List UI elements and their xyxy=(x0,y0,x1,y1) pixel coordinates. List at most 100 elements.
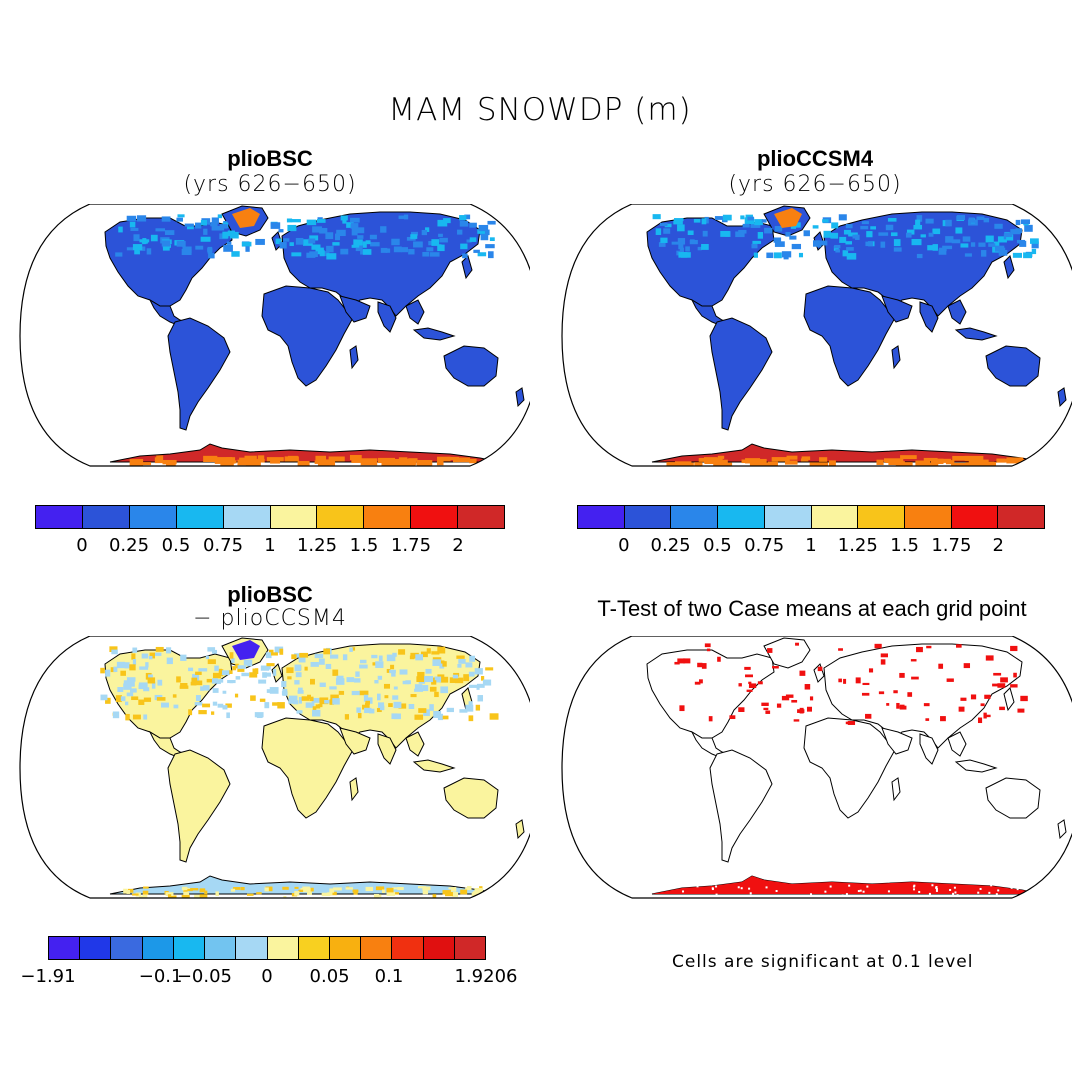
colorbar-tick-label: 0.5 xyxy=(161,535,191,556)
snow-cell xyxy=(773,252,782,259)
snow-cell xyxy=(332,242,340,246)
colorbar-swatch xyxy=(270,506,318,528)
snow-cell xyxy=(291,219,301,223)
map-frame xyxy=(19,204,530,467)
snow-cell xyxy=(742,223,750,228)
snow-cell xyxy=(229,231,239,239)
colorbar-absolute-a xyxy=(35,505,505,529)
snow-cell xyxy=(134,247,140,255)
snow-cell xyxy=(342,218,347,224)
panel-a-title: plioBSC xyxy=(227,146,313,171)
snow-cell xyxy=(823,230,831,238)
snow-cell xyxy=(369,234,377,240)
landmass-japan xyxy=(461,255,473,280)
snow-cell xyxy=(289,242,294,246)
snow-cell xyxy=(920,234,926,238)
snow-cell xyxy=(702,230,708,237)
snow-cell xyxy=(287,224,297,232)
snow-cell xyxy=(689,239,695,244)
colorbar-swatch xyxy=(317,506,365,528)
snow-cell xyxy=(981,250,987,257)
snow-cell xyxy=(655,228,662,235)
map-panel-c xyxy=(19,636,530,899)
snow-cell xyxy=(439,237,448,243)
snow-cell xyxy=(839,236,847,243)
snow-cell xyxy=(893,239,901,247)
snow-cell xyxy=(275,238,282,245)
snow-cell xyxy=(270,222,281,229)
snow-cell xyxy=(995,245,1005,252)
snow-cell xyxy=(835,249,840,253)
snow-cell xyxy=(659,222,668,227)
snow-cell xyxy=(678,244,684,250)
snow-cell xyxy=(1010,229,1021,235)
snow-cell xyxy=(701,218,707,225)
snow-cell xyxy=(326,253,337,260)
snow-cell xyxy=(978,242,986,247)
snow-cell xyxy=(207,246,213,254)
landmass-japan xyxy=(1003,255,1015,280)
snow-cell xyxy=(1031,241,1039,249)
snow-cell xyxy=(843,229,851,235)
landmass-seasia xyxy=(947,299,967,325)
map-frame xyxy=(561,204,1072,467)
snow-cell xyxy=(477,252,487,257)
snow-cell xyxy=(962,236,971,242)
snow-cell xyxy=(129,221,136,228)
snow-cell xyxy=(403,214,409,220)
landmass-africa xyxy=(261,285,355,387)
colorbar-tick-label: −0.05 xyxy=(176,966,233,987)
colorbar-swatch xyxy=(80,937,112,959)
snow-cell xyxy=(846,253,857,260)
snow-cell xyxy=(459,215,467,221)
colorbar-tick-label: 0 xyxy=(261,966,273,987)
snow-cell xyxy=(155,228,166,232)
snow-cell xyxy=(464,214,471,220)
snow-cell xyxy=(915,219,921,226)
colorbar-swatch xyxy=(364,506,412,528)
snow-cell xyxy=(945,236,954,243)
colorbar-swatch xyxy=(578,506,625,528)
landmass-india xyxy=(377,301,397,333)
colorbar-swatch xyxy=(49,937,81,959)
snow-cell xyxy=(222,231,229,239)
snow-cell xyxy=(312,226,323,233)
snow-cell xyxy=(136,215,147,222)
snow-cell xyxy=(351,244,360,248)
snow-cell xyxy=(126,215,137,222)
snow-cell xyxy=(340,248,349,255)
snow-cell xyxy=(945,219,952,227)
snow-cell xyxy=(195,245,204,250)
landmass-australia xyxy=(443,345,499,387)
colorbar-swatch xyxy=(173,937,206,959)
landmass-japan xyxy=(1003,687,1015,712)
snow-cell xyxy=(830,232,839,239)
colorbar-tick-label: 1.75 xyxy=(390,535,432,556)
snow-cell xyxy=(893,247,902,252)
snow-cell xyxy=(115,252,123,257)
snow-cell xyxy=(370,242,380,247)
snow-cell xyxy=(353,239,363,246)
snow-cell xyxy=(956,215,966,220)
snow-cell xyxy=(774,241,785,247)
snow-cell xyxy=(964,253,972,257)
colorbar-absolute-b xyxy=(577,505,1045,529)
snow-cell xyxy=(438,233,443,237)
snow-cell xyxy=(861,221,869,225)
snow-cell xyxy=(997,236,1007,243)
snow-cell xyxy=(764,227,773,234)
colorbar-tick-label: 0.05 xyxy=(309,966,350,987)
snow-cell xyxy=(459,220,469,227)
snow-cell xyxy=(1004,232,1013,238)
snow-cell xyxy=(845,241,853,245)
snow-cell xyxy=(422,251,430,257)
colorbar-tick-label: 1.25 xyxy=(296,535,338,556)
snow-cell xyxy=(905,232,912,238)
snow-cell xyxy=(184,223,194,227)
colorbar-tick-label: 2 xyxy=(452,535,464,556)
snow-cell xyxy=(176,217,183,222)
snow-cell xyxy=(701,243,709,250)
snow-cell xyxy=(693,218,701,223)
snow-cell xyxy=(679,247,684,253)
snow-cell xyxy=(350,224,358,229)
